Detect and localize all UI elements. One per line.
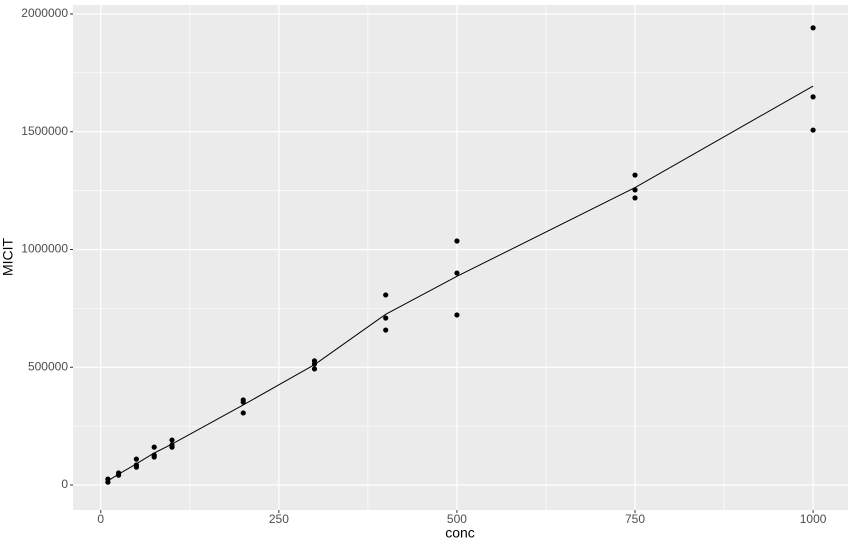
y-tick-label: 2000000	[21, 6, 68, 20]
y-tick-label: 1000000	[21, 242, 68, 256]
x-tick-label: 750	[625, 512, 645, 526]
point	[810, 25, 816, 31]
point	[454, 238, 460, 244]
point	[810, 94, 816, 100]
x-tick-label: 0	[97, 512, 104, 526]
x-tick-label: 250	[269, 512, 289, 526]
point	[311, 366, 318, 372]
point	[169, 444, 175, 450]
plot-panel	[73, 5, 848, 510]
y-tick-label: 500000	[28, 359, 68, 373]
point	[240, 410, 246, 416]
fit-line	[107, 85, 814, 482]
y-axis-title: MICIT	[0, 238, 16, 277]
x-axis-title: conc	[445, 525, 475, 541]
point	[151, 454, 157, 460]
point	[454, 312, 460, 318]
y-tick-label: 0	[61, 477, 68, 491]
point	[383, 315, 389, 321]
x-tick-label: 1000	[800, 512, 827, 526]
point	[105, 479, 111, 485]
point	[454, 270, 460, 276]
point	[133, 464, 139, 470]
point	[383, 292, 389, 298]
x-tick-label: 500	[447, 512, 467, 526]
point	[240, 399, 246, 405]
y-tick-label: 1500000	[21, 124, 68, 138]
point	[133, 456, 139, 462]
point	[169, 437, 175, 443]
point	[151, 444, 157, 450]
point	[632, 195, 638, 201]
point	[383, 327, 389, 333]
point	[632, 172, 638, 178]
point	[810, 127, 816, 133]
